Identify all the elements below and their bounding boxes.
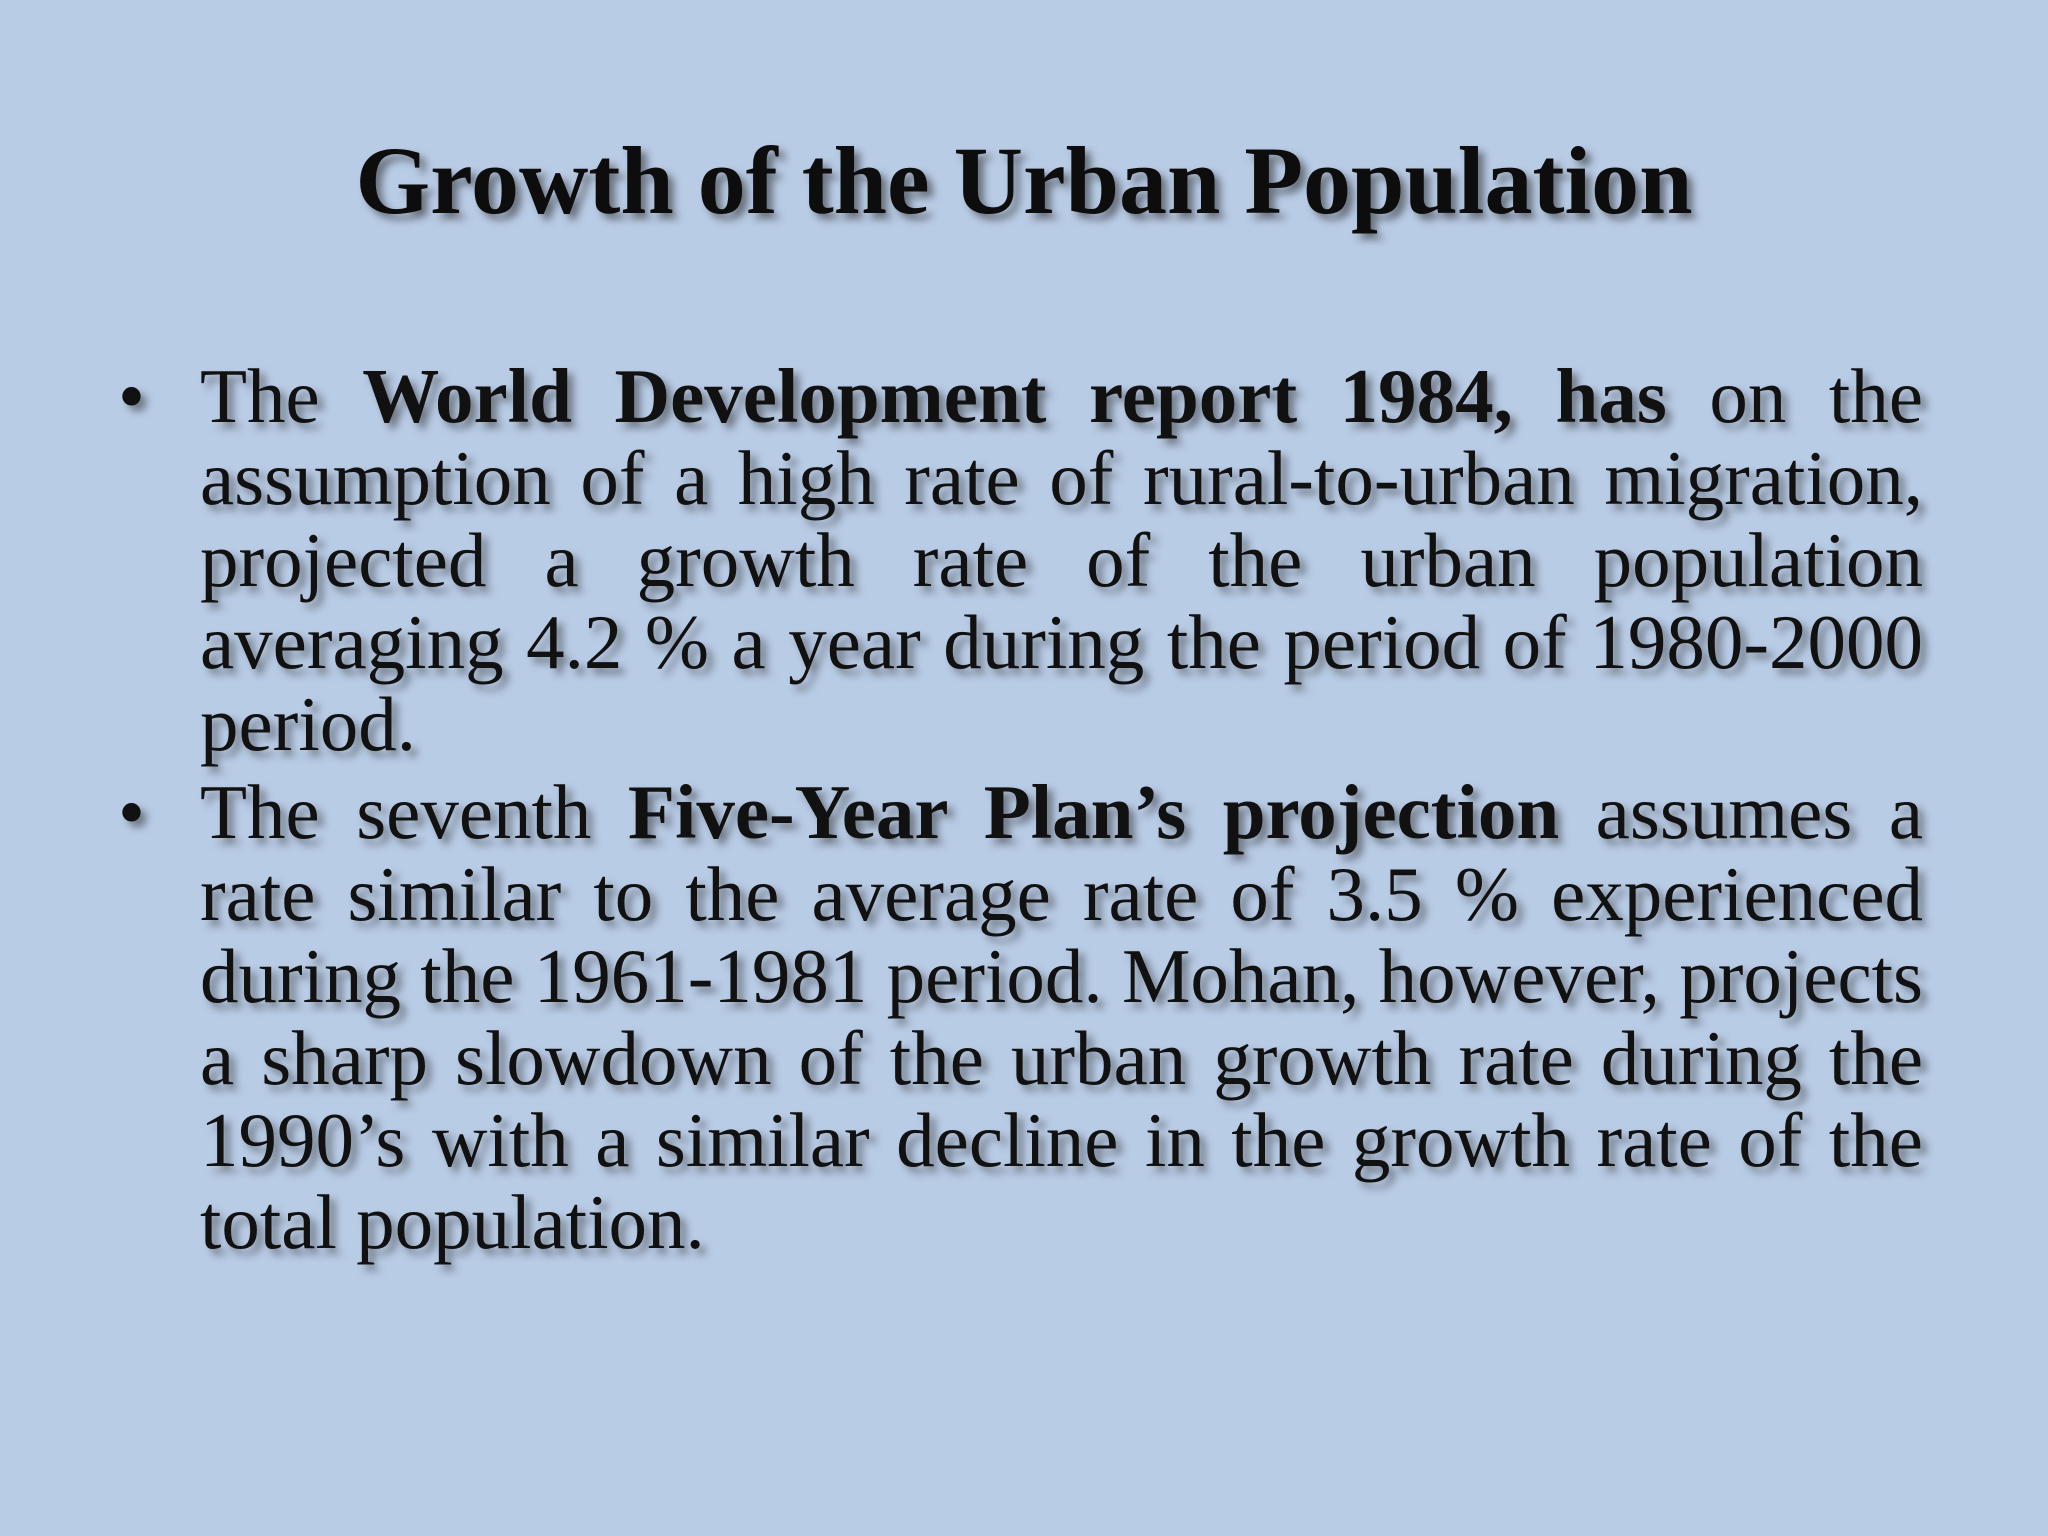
bullet-list: • The World Development report 1984, has… [118, 355, 1923, 1269]
bullet-marker: • [118, 353, 145, 439]
bullet-text-segment: The seventh [200, 769, 628, 855]
bullet-text-segment: The [200, 353, 363, 439]
slide-title: Growth of the Urban Population [355, 127, 1693, 234]
bullet-text-bold-segment: World Development report 1984, has [362, 353, 1667, 439]
bullet-item-1: • The World Development report 1984, has… [118, 355, 1923, 765]
bullet-marker: • [118, 769, 145, 855]
bullet-text-bold-segment: Five-Year Plan’s projection [627, 769, 1560, 855]
bullet-text-segment: assumes a rate similar to the average ra… [200, 769, 1923, 1265]
bullet-text-segment: on the assumption of a high rate of rura… [200, 353, 1923, 767]
bullet-item-2: • The seventh Five-Year Plan’s projectio… [118, 771, 1923, 1263]
